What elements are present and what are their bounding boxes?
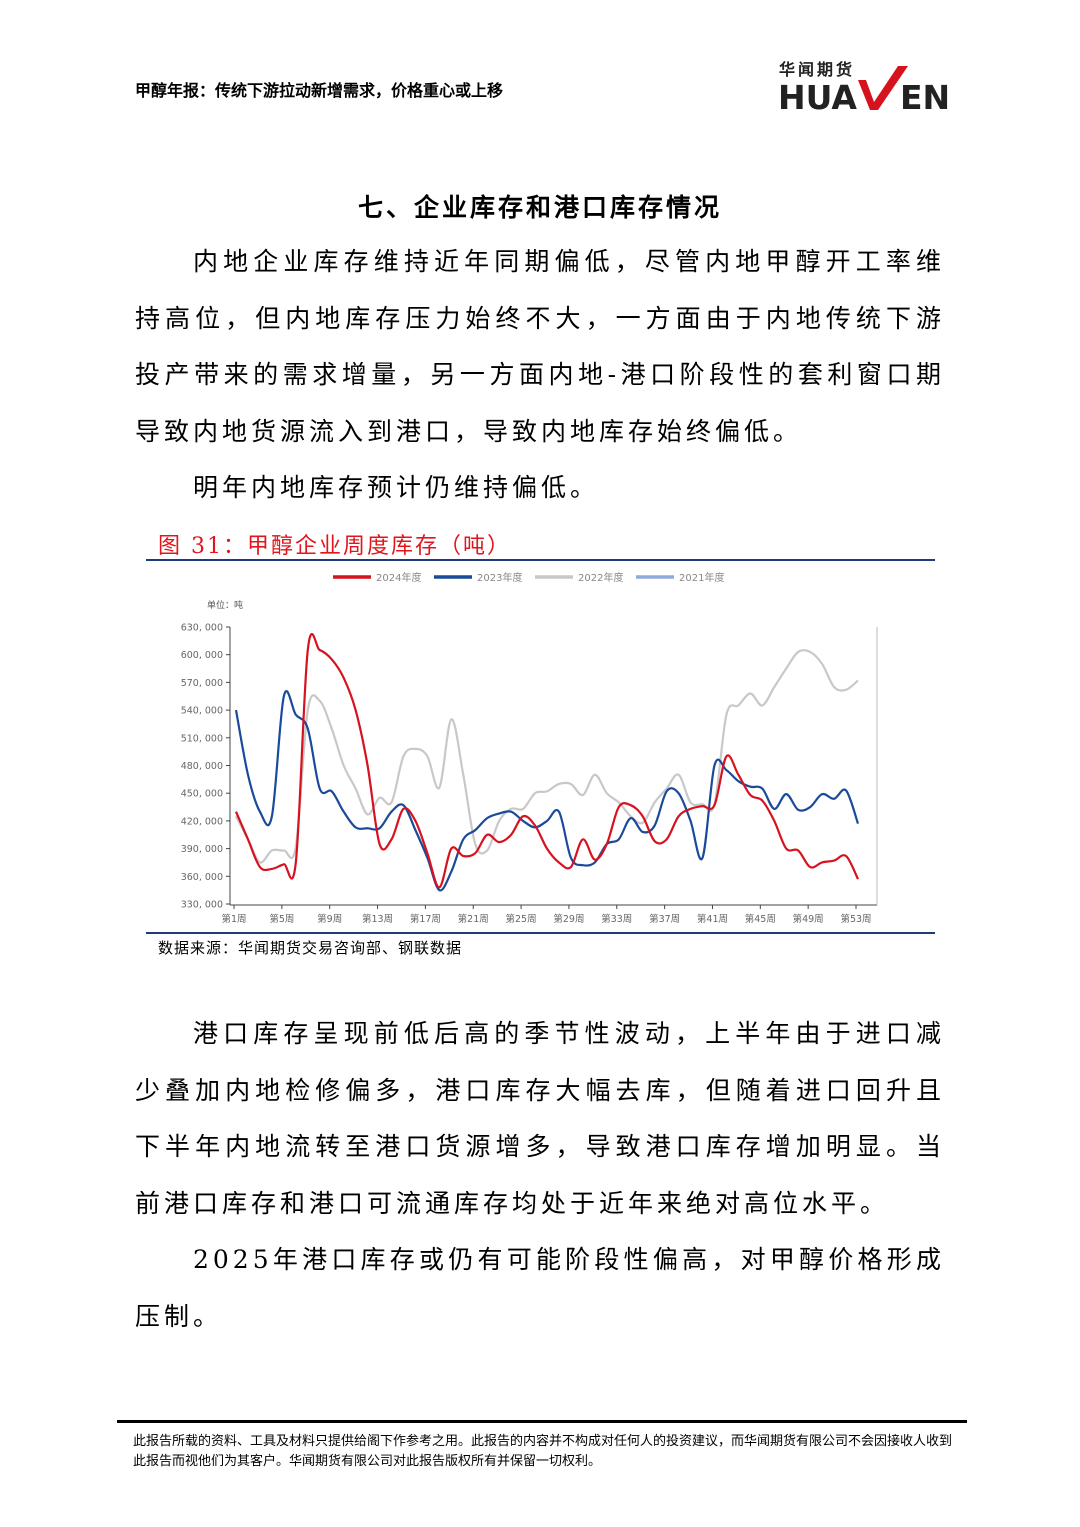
series-line-2024年度 [234,632,859,889]
y-tick-label: 420, 000 [181,816,223,827]
unit-label: 单位：吨 [207,599,243,611]
y-tick-label: 360, 000 [181,872,223,883]
y-tick-label: 330, 000 [181,900,223,911]
footer-disclaimer: 此报告所载的资料、工具及材料只提供给阁下作参考之用。此报告的内容并不构成对任何人… [133,1434,953,1469]
x-tick-label: 第41周 [697,913,728,925]
figure-source: 数据来源：华闻期货交易咨询部、钢联数据 [158,939,463,957]
logo-w-mark [858,66,908,110]
series-line-2022年度 [235,649,859,864]
y-tick-label: 600, 000 [181,650,223,661]
x-tick-label: 第9周 [317,913,342,925]
legend-label: 2022年度 [578,571,623,584]
x-tick-label: 第29周 [553,913,584,925]
paragraph-port-inventory: 港口库存呈现前低后高的季节性波动，上半年由于进口减少叠加内地检修偏多，港口库存大… [135,1019,945,1218]
x-tick-label: 第13周 [362,913,393,925]
x-tick-label: 第5周 [269,913,294,925]
x-tick-label: 第33周 [601,913,632,925]
x-tick-label: 第1周 [221,913,246,925]
paragraph-enterprise-inventory: 内地企业库存维持近年同期偏低，尽管内地甲醇开工率维持高位，但内地库存压力始终不大… [135,247,945,446]
legend-label: 2023年度 [477,571,522,584]
logo-en-left: HUA [778,78,857,112]
x-tick-label: 第49周 [793,913,824,925]
figure-title: 图 31：甲醇企业周度库存（吨） [158,534,511,559]
footer-rule [117,1420,967,1423]
x-tick-label: 第21周 [458,913,489,925]
y-tick-label: 480, 000 [181,761,223,772]
legend-label: 2024年度 [376,571,421,584]
y-tick-label: 390, 000 [181,844,223,855]
x-tick-label: 第45周 [745,913,776,925]
x-tick-label: 第37周 [649,913,680,925]
figure-bottom-rule [146,932,935,934]
series-line-2023年度 [234,690,860,892]
section-title: 七、企业库存和港口库存情况 [357,193,722,222]
report-header-title: 甲醇年报：传统下游拉动新增需求，价格重心或上移 [135,81,504,100]
y-tick-label: 570, 000 [181,678,223,689]
huawen-logo: 华闻期货 HUA EN [778,60,950,112]
paragraph-outlook-port: 2025年港口库存或仍有可能阶段性偏高，对甲醇价格形成压制。 [135,1245,945,1331]
logo-cn-text: 华闻期货 [779,60,855,79]
x-tick-label: 第25周 [506,913,537,925]
legend-label: 2021年度 [679,571,724,584]
x-tick-label: 第53周 [840,913,871,925]
figure-top-rule [146,559,935,561]
y-tick-label: 510, 000 [181,733,223,744]
x-tick-label: 第17周 [410,913,441,925]
paragraph-outlook-inland: 明年内地库存预计仍维持偏低。 [193,473,600,502]
logo-en-right: EN [900,78,950,112]
y-tick-label: 540, 000 [181,706,223,717]
y-tick-label: 450, 000 [181,789,223,800]
y-tick-label: 630, 000 [181,623,223,634]
